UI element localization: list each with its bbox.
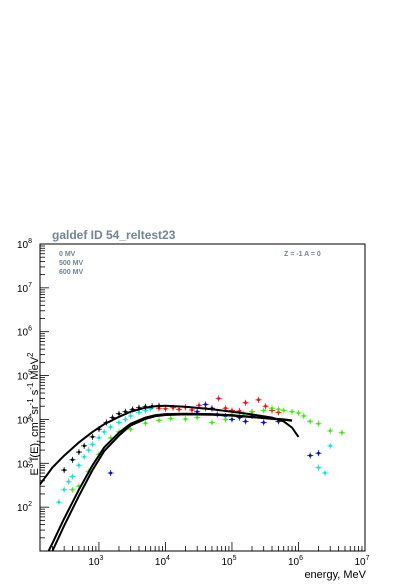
x-tick-label-0: 103	[88, 555, 103, 568]
data-point-s3-7	[142, 420, 149, 427]
data-point-s3-27	[338, 429, 345, 436]
data-point-s4-2	[75, 449, 82, 456]
data-point-s0-16	[262, 403, 269, 410]
data-point-s4-3	[81, 442, 88, 449]
x-tick-label-2: 105	[221, 555, 236, 568]
data-point-s2-2	[65, 478, 72, 485]
data-point-s3-25	[315, 420, 322, 427]
data-point-s2-19	[327, 442, 334, 449]
data-point-s1-8	[242, 418, 249, 425]
y-axis-label: E3 I(E), cm2 sr-1 s-1 MeV2	[26, 352, 41, 476]
data-point-s4-1	[69, 456, 76, 463]
data-point-s3-22	[295, 410, 302, 417]
data-point-s0-9	[215, 395, 222, 402]
data-point-s2-3	[69, 473, 76, 480]
data-point-s0-15	[255, 396, 262, 403]
data-point-s2-18	[321, 470, 328, 477]
data-point-s1-2	[202, 401, 209, 408]
data-point-s2-4	[75, 462, 82, 469]
data-point-s3-21	[289, 408, 296, 415]
x-tick-label-3: 106	[288, 555, 303, 568]
data-point-s3-11	[194, 414, 201, 421]
data-point-s3-23	[300, 412, 307, 419]
data-point-s2-0	[55, 499, 62, 506]
data-point-s1-12	[307, 452, 314, 459]
y-tick-label-5: 107	[17, 282, 32, 295]
data-point-s3-19	[275, 406, 282, 413]
data-point-s3-6	[127, 426, 134, 433]
data-point-s3-10	[182, 416, 189, 423]
data-point-s4-8	[115, 410, 122, 417]
axis-ticks	[40, 243, 366, 552]
charge-mass-annotation: Z = -1 A = 0	[284, 251, 321, 258]
data-point-s3-24	[307, 418, 314, 425]
data-point-s2-7	[89, 441, 96, 448]
data-point-s2-6	[85, 447, 92, 454]
data-point-s4-4	[89, 433, 96, 440]
y-tick-label-0: 102	[17, 501, 32, 514]
data-point-s2-11	[115, 419, 122, 426]
y-tick-label-6: 108	[17, 238, 32, 251]
data-point-s4-0	[61, 467, 68, 474]
plot-frame	[39, 243, 366, 552]
model-curve-2	[51, 413, 293, 551]
data-point-s1-10	[260, 419, 267, 426]
data-point-s2-10	[107, 424, 114, 431]
legend: 0 MV 500 MV 600 MV	[59, 251, 83, 276]
y-axis-label-text: E3 I(E), cm2 sr-1 s-1 MeV2	[26, 352, 41, 476]
data-point-s3-17	[260, 407, 267, 414]
data-point-s2-9	[101, 428, 108, 435]
data-point-s2-8	[95, 434, 102, 441]
data-point-s2-12	[122, 416, 129, 423]
data-point-s3-12	[208, 419, 215, 426]
data-point-s3-0	[69, 486, 76, 493]
legend-entry-2: 600 MV	[59, 269, 83, 276]
legend-entry-0: 0 MV	[59, 251, 76, 258]
chart-title: galdef ID 54_reltest23	[52, 228, 176, 242]
model-curves	[40, 404, 300, 551]
data-point-s2-13	[127, 412, 134, 419]
data-points	[55, 395, 345, 506]
y-tick-label-4: 106	[17, 326, 32, 339]
data-point-s3-8	[156, 417, 163, 424]
model-curve-1	[47, 412, 293, 551]
data-point-s3-20	[280, 407, 287, 414]
data-point-s1-0	[107, 470, 114, 477]
data-point-s2-1	[61, 486, 68, 493]
data-point-s2-5	[81, 453, 88, 460]
legend-entry-1: 500 MV	[59, 260, 83, 267]
x-tick-label-1: 104	[155, 555, 170, 568]
data-point-s2-17	[315, 464, 322, 471]
data-point-s3-26	[327, 427, 334, 434]
data-point-s3-9	[167, 415, 174, 422]
x-axis-label: energy, MeV	[304, 569, 366, 581]
data-point-s1-13	[315, 450, 322, 457]
x-tick-label-4: 107	[354, 555, 369, 568]
data-point-s3-13	[222, 416, 229, 423]
data-point-s3-18	[269, 405, 276, 412]
data-point-s0-13	[242, 399, 249, 406]
